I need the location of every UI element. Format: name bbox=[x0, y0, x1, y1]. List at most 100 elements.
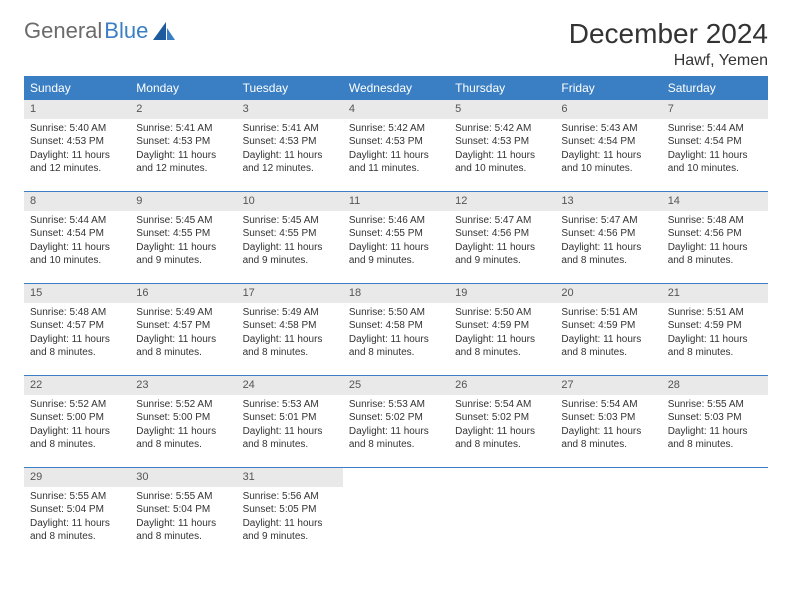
sunset-text: Sunset: 4:53 PM bbox=[136, 135, 230, 149]
day-number: 29 bbox=[24, 468, 130, 487]
sunset-text: Sunset: 5:00 PM bbox=[136, 411, 230, 425]
day-number: 5 bbox=[449, 100, 555, 119]
day-details: Sunrise: 5:44 AMSunset: 4:54 PMDaylight:… bbox=[24, 211, 130, 272]
calendar-day-cell: 15Sunrise: 5:48 AMSunset: 4:57 PMDayligh… bbox=[24, 284, 130, 376]
sunrise-text: Sunrise: 5:46 AM bbox=[349, 214, 443, 228]
sunset-text: Sunset: 5:03 PM bbox=[561, 411, 655, 425]
daylight-text: Daylight: 11 hours and 12 minutes. bbox=[136, 149, 230, 176]
calendar-week-row: 1Sunrise: 5:40 AMSunset: 4:53 PMDaylight… bbox=[24, 100, 768, 192]
sunrise-text: Sunrise: 5:42 AM bbox=[349, 122, 443, 136]
daylight-text: Daylight: 11 hours and 10 minutes. bbox=[668, 149, 762, 176]
calendar-week-row: 8Sunrise: 5:44 AMSunset: 4:54 PMDaylight… bbox=[24, 192, 768, 284]
sunrise-text: Sunrise: 5:43 AM bbox=[561, 122, 655, 136]
sunrise-text: Sunrise: 5:50 AM bbox=[349, 306, 443, 320]
sunrise-text: Sunrise: 5:40 AM bbox=[30, 122, 124, 136]
calendar-week-row: 15Sunrise: 5:48 AMSunset: 4:57 PMDayligh… bbox=[24, 284, 768, 376]
calendar-day-cell: 7Sunrise: 5:44 AMSunset: 4:54 PMDaylight… bbox=[662, 100, 768, 192]
day-number: 9 bbox=[130, 192, 236, 211]
day-details: Sunrise: 5:41 AMSunset: 4:53 PMDaylight:… bbox=[130, 119, 236, 180]
weekday-header: Friday bbox=[555, 76, 661, 100]
calendar-day-cell: 14Sunrise: 5:48 AMSunset: 4:56 PMDayligh… bbox=[662, 192, 768, 284]
day-number: 22 bbox=[24, 376, 130, 395]
day-number: 16 bbox=[130, 284, 236, 303]
day-details: Sunrise: 5:51 AMSunset: 4:59 PMDaylight:… bbox=[662, 303, 768, 364]
calendar-day-cell: 9Sunrise: 5:45 AMSunset: 4:55 PMDaylight… bbox=[130, 192, 236, 284]
sunrise-text: Sunrise: 5:56 AM bbox=[243, 490, 337, 504]
sunset-text: Sunset: 4:54 PM bbox=[561, 135, 655, 149]
weekday-header: Tuesday bbox=[237, 76, 343, 100]
day-number: 7 bbox=[662, 100, 768, 119]
day-number: 12 bbox=[449, 192, 555, 211]
day-number: 21 bbox=[662, 284, 768, 303]
sunset-text: Sunset: 4:59 PM bbox=[561, 319, 655, 333]
weekday-header: Monday bbox=[130, 76, 236, 100]
calendar-header-row: SundayMondayTuesdayWednesdayThursdayFrid… bbox=[24, 76, 768, 100]
day-details: Sunrise: 5:51 AMSunset: 4:59 PMDaylight:… bbox=[555, 303, 661, 364]
daylight-text: Daylight: 11 hours and 8 minutes. bbox=[136, 333, 230, 360]
daylight-text: Daylight: 11 hours and 8 minutes. bbox=[30, 333, 124, 360]
sunset-text: Sunset: 4:53 PM bbox=[30, 135, 124, 149]
sunrise-text: Sunrise: 5:49 AM bbox=[243, 306, 337, 320]
calendar-day-cell: 13Sunrise: 5:47 AMSunset: 4:56 PMDayligh… bbox=[555, 192, 661, 284]
day-details: Sunrise: 5:47 AMSunset: 4:56 PMDaylight:… bbox=[449, 211, 555, 272]
sunrise-text: Sunrise: 5:41 AM bbox=[136, 122, 230, 136]
sunset-text: Sunset: 4:53 PM bbox=[455, 135, 549, 149]
sunset-text: Sunset: 5:04 PM bbox=[136, 503, 230, 517]
weekday-header: Thursday bbox=[449, 76, 555, 100]
location: Hawf, Yemen bbox=[569, 52, 768, 70]
daylight-text: Daylight: 11 hours and 8 minutes. bbox=[561, 333, 655, 360]
sunrise-text: Sunrise: 5:42 AM bbox=[455, 122, 549, 136]
day-details: Sunrise: 5:53 AMSunset: 5:02 PMDaylight:… bbox=[343, 395, 449, 456]
calendar-day-cell: .. bbox=[343, 468, 449, 560]
day-number: 4 bbox=[343, 100, 449, 119]
sunset-text: Sunset: 4:59 PM bbox=[455, 319, 549, 333]
sunset-text: Sunset: 4:58 PM bbox=[243, 319, 337, 333]
day-details: Sunrise: 5:55 AMSunset: 5:04 PMDaylight:… bbox=[130, 487, 236, 548]
daylight-text: Daylight: 11 hours and 11 minutes. bbox=[349, 149, 443, 176]
day-details: Sunrise: 5:54 AMSunset: 5:02 PMDaylight:… bbox=[449, 395, 555, 456]
sunset-text: Sunset: 5:02 PM bbox=[349, 411, 443, 425]
calendar-day-cell: 12Sunrise: 5:47 AMSunset: 4:56 PMDayligh… bbox=[449, 192, 555, 284]
day-details: Sunrise: 5:44 AMSunset: 4:54 PMDaylight:… bbox=[662, 119, 768, 180]
sunrise-text: Sunrise: 5:55 AM bbox=[136, 490, 230, 504]
day-number: 2 bbox=[130, 100, 236, 119]
sunrise-text: Sunrise: 5:48 AM bbox=[30, 306, 124, 320]
daylight-text: Daylight: 11 hours and 12 minutes. bbox=[30, 149, 124, 176]
daylight-text: Daylight: 11 hours and 8 minutes. bbox=[243, 425, 337, 452]
sunset-text: Sunset: 4:54 PM bbox=[30, 227, 124, 241]
daylight-text: Daylight: 11 hours and 8 minutes. bbox=[349, 333, 443, 360]
day-number: 11 bbox=[343, 192, 449, 211]
sunset-text: Sunset: 4:56 PM bbox=[668, 227, 762, 241]
daylight-text: Daylight: 11 hours and 8 minutes. bbox=[136, 517, 230, 544]
daylight-text: Daylight: 11 hours and 8 minutes. bbox=[561, 425, 655, 452]
calendar-day-cell: 4Sunrise: 5:42 AMSunset: 4:53 PMDaylight… bbox=[343, 100, 449, 192]
sunrise-text: Sunrise: 5:45 AM bbox=[243, 214, 337, 228]
month-title: December 2024 bbox=[569, 18, 768, 50]
day-details: Sunrise: 5:46 AMSunset: 4:55 PMDaylight:… bbox=[343, 211, 449, 272]
sunset-text: Sunset: 4:55 PM bbox=[136, 227, 230, 241]
day-details: Sunrise: 5:50 AMSunset: 4:59 PMDaylight:… bbox=[449, 303, 555, 364]
sunrise-text: Sunrise: 5:44 AM bbox=[668, 122, 762, 136]
calendar-day-cell: 17Sunrise: 5:49 AMSunset: 4:58 PMDayligh… bbox=[237, 284, 343, 376]
calendar-day-cell: 22Sunrise: 5:52 AMSunset: 5:00 PMDayligh… bbox=[24, 376, 130, 468]
day-details: Sunrise: 5:45 AMSunset: 4:55 PMDaylight:… bbox=[237, 211, 343, 272]
calendar-day-cell: 1Sunrise: 5:40 AMSunset: 4:53 PMDaylight… bbox=[24, 100, 130, 192]
sunrise-text: Sunrise: 5:52 AM bbox=[136, 398, 230, 412]
calendar-day-cell: .. bbox=[555, 468, 661, 560]
sunrise-text: Sunrise: 5:41 AM bbox=[243, 122, 337, 136]
calendar-day-cell: 23Sunrise: 5:52 AMSunset: 5:00 PMDayligh… bbox=[130, 376, 236, 468]
day-details: Sunrise: 5:49 AMSunset: 4:57 PMDaylight:… bbox=[130, 303, 236, 364]
sunset-text: Sunset: 4:53 PM bbox=[243, 135, 337, 149]
daylight-text: Daylight: 11 hours and 8 minutes. bbox=[668, 425, 762, 452]
day-details: Sunrise: 5:42 AMSunset: 4:53 PMDaylight:… bbox=[449, 119, 555, 180]
day-number: 10 bbox=[237, 192, 343, 211]
sunset-text: Sunset: 5:05 PM bbox=[243, 503, 337, 517]
day-number: 18 bbox=[343, 284, 449, 303]
day-details: Sunrise: 5:50 AMSunset: 4:58 PMDaylight:… bbox=[343, 303, 449, 364]
day-details: Sunrise: 5:48 AMSunset: 4:56 PMDaylight:… bbox=[662, 211, 768, 272]
sunset-text: Sunset: 4:58 PM bbox=[349, 319, 443, 333]
calendar-day-cell: 10Sunrise: 5:45 AMSunset: 4:55 PMDayligh… bbox=[237, 192, 343, 284]
daylight-text: Daylight: 11 hours and 9 minutes. bbox=[243, 517, 337, 544]
day-number: 30 bbox=[130, 468, 236, 487]
day-details: Sunrise: 5:49 AMSunset: 4:58 PMDaylight:… bbox=[237, 303, 343, 364]
